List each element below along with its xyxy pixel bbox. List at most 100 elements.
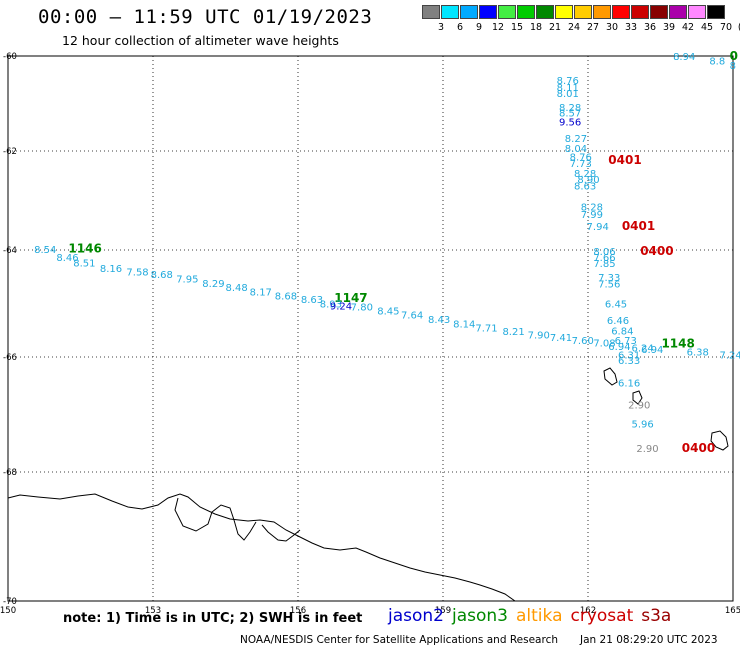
scale-swatch — [479, 5, 497, 19]
scale-swatch — [574, 5, 592, 19]
legend-item-jason2: jason2 — [388, 606, 444, 626]
wave-height-value: 6.84 — [611, 326, 633, 337]
track-time-label: 0401 — [622, 219, 655, 233]
wave-height-value: 7.66 — [593, 253, 615, 264]
wave-height-value: 8.11 — [557, 83, 579, 94]
scale-label: 45 — [700, 22, 714, 33]
wave-height-value: 7.56 — [598, 280, 620, 291]
island-2 — [632, 390, 643, 405]
latitude-tick-label: -68 — [3, 468, 17, 478]
wave-height-value: 8.43 — [428, 315, 450, 326]
scale-label: 3 — [437, 22, 445, 33]
scale-label: 18 — [529, 22, 543, 33]
scale-label: 30 — [605, 22, 619, 33]
wave-height-value: 7.24 — [719, 350, 740, 361]
legend-item-s3a: s3a — [641, 606, 672, 626]
wave-height-value: 8.63 — [301, 295, 323, 306]
wave-height-value: 6.45 — [605, 300, 627, 311]
wave-height-value: 7.64 — [401, 311, 423, 322]
wave-height-value: 2.90 — [636, 444, 658, 455]
wave-height-value: 8.28 — [559, 103, 581, 114]
wave-height-value: 8.94 — [673, 52, 695, 63]
wave-height-value: 8.76 — [570, 152, 592, 163]
wave-height-value: 6.73 — [615, 336, 637, 347]
scale-swatch — [498, 5, 516, 19]
latitude-tick-label: -62 — [3, 147, 17, 157]
wave-height-value: 8.21 — [502, 327, 524, 338]
wave-height-value: 9.56 — [559, 118, 581, 129]
wave-height-value: 8.68 — [275, 291, 297, 302]
track-time-label: 0401 — [608, 153, 641, 167]
wave-height-value: 8.27 — [565, 134, 587, 145]
legend-item-jason3: jason3 — [452, 606, 508, 626]
wave-height-value: 8.93 — [320, 300, 342, 311]
wave-height-value: 7.90 — [528, 331, 550, 342]
scale-label: (ft) — [734, 22, 740, 33]
wave-height-value: 6.16 — [618, 378, 640, 389]
wave-height-value: 7.85 — [593, 259, 615, 270]
scale-swatch — [650, 5, 668, 19]
latitude-tick-label: -70 — [3, 597, 17, 607]
track-time-label: 0400 — [682, 441, 715, 455]
wave-height-value: 6.94 — [608, 342, 630, 353]
wave-height-value: 7.58 — [126, 267, 148, 278]
wave-height-value: 8.48 — [226, 283, 248, 294]
track-time-label: 1147 — [334, 291, 367, 305]
wave-height-value: 7.80 — [351, 303, 373, 314]
scale-label: 21 — [548, 22, 562, 33]
wave-height-value: 8.8 — [709, 56, 725, 67]
scale-label: 27 — [586, 22, 600, 33]
wave-height-value: 8.45 — [377, 306, 399, 317]
scale-label: 6 — [456, 22, 464, 33]
wave-height-value: 8.46 — [56, 253, 78, 264]
track-time-label: 1148 — [661, 337, 694, 351]
scale-label: 70 — [719, 22, 733, 33]
wave-height-value: 8.54 — [34, 245, 56, 256]
longitude-tick-label: 162 — [580, 606, 596, 616]
wave-height-value: 8.51 — [73, 258, 95, 269]
wave-height-value: 8.63 — [574, 182, 596, 193]
scale-swatch — [688, 5, 706, 19]
scale-label: 9 — [475, 22, 483, 33]
coastline-main — [7, 493, 516, 602]
wave-height-value: 7.99 — [581, 210, 603, 221]
wave-height-value: 8.76 — [557, 76, 579, 87]
scale-label: 39 — [662, 22, 676, 33]
legend-item-cryosat: cryosat — [570, 606, 634, 626]
coastline-inlet — [174, 497, 257, 541]
scale-label: 12 — [491, 22, 505, 33]
legend-item-altika: altika — [516, 606, 563, 626]
latitude-tick-label: -64 — [3, 246, 17, 256]
wave-height-value: 6.31 — [618, 350, 640, 361]
scale-swatch — [593, 5, 611, 19]
wave-height-value: 8.14 — [453, 319, 475, 330]
wave-height-value: 6.46 — [607, 316, 629, 327]
scale-label: 33 — [624, 22, 638, 33]
latitude-tick-label: -60 — [3, 52, 17, 62]
track-time-label: 0400 — [640, 244, 673, 258]
scale-swatch — [517, 5, 535, 19]
wave-height-value: 8.29 — [202, 279, 224, 290]
wave-height-value: 8.06 — [593, 247, 615, 258]
wave-height-value: 8.17 — [250, 288, 272, 299]
island-3 — [710, 430, 729, 451]
scale-label: 15 — [510, 22, 524, 33]
wave-height-value: 6.24 — [632, 343, 654, 354]
wave-height-value: 8.90 — [577, 175, 599, 186]
longitude-tick-label: 165 — [725, 606, 740, 616]
scale-label: 42 — [681, 22, 695, 33]
satellite-legend: jason2 jason3 altika cryosat s3a — [388, 606, 679, 626]
wave-height-value: 7.60 — [572, 336, 594, 347]
wave-height-value: 8.01 — [557, 89, 579, 100]
wave-height-value: 7.94 — [587, 222, 609, 233]
scale-swatch — [631, 5, 649, 19]
wave-height-value: 5.96 — [632, 420, 654, 431]
tick-labels: 150 153 156 159 162 165 -60 -62 -64 -66 -68 -70 — [0, 52, 740, 616]
wave-height-value: 8.57 — [559, 109, 581, 120]
longitude-tick-label: 153 — [145, 606, 161, 616]
wave-height-value: 6.38 — [687, 348, 709, 359]
footer-note: note: 1) Time is in UTC; 2) SWH is in fe… — [63, 611, 363, 626]
longitude-tick-label: 156 — [290, 606, 306, 616]
island-1 — [603, 367, 618, 386]
coastline-peninsula — [261, 524, 301, 542]
